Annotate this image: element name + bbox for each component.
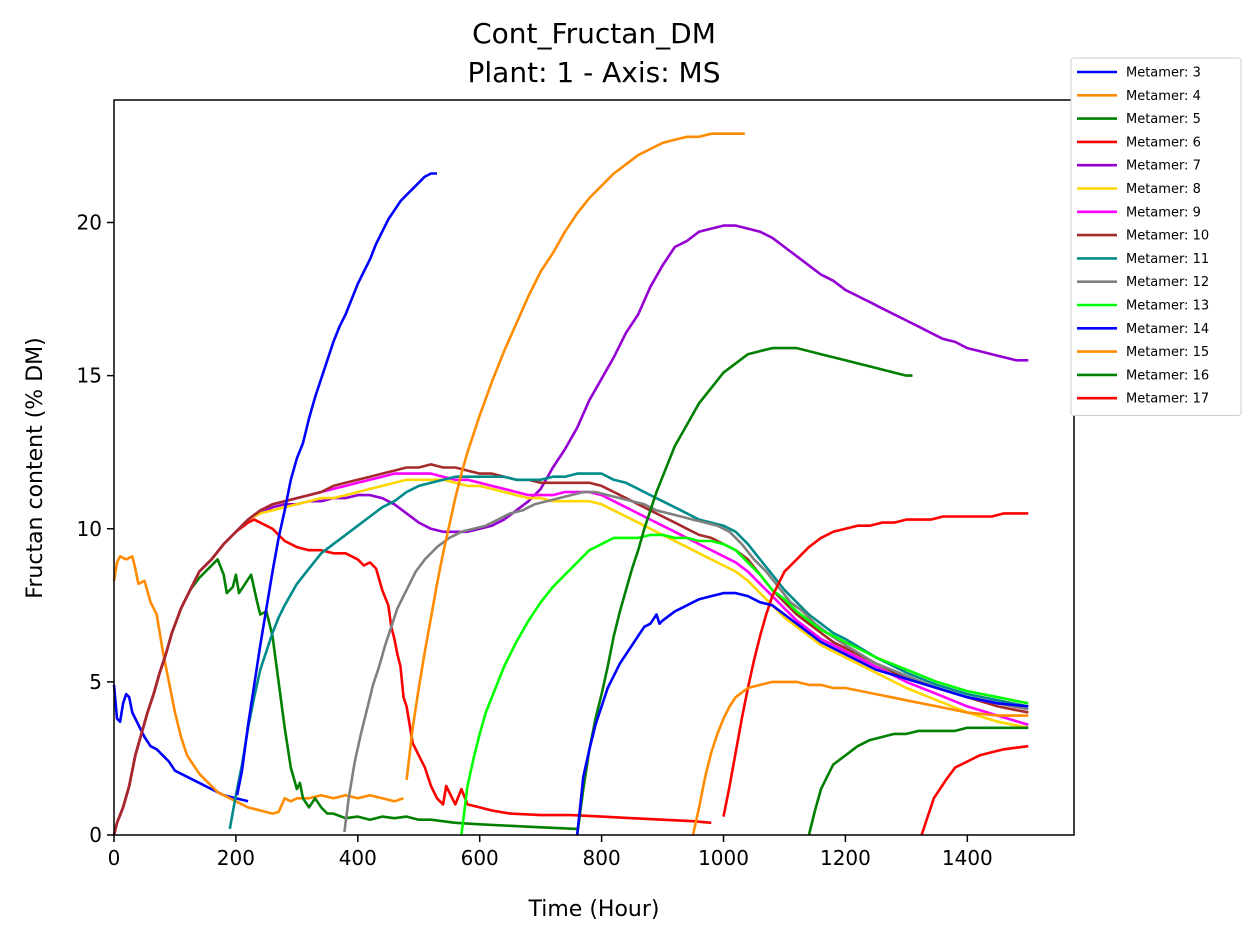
series-line-10 <box>460 533 1029 836</box>
x-axis-label: Time (Hour) <box>528 897 660 922</box>
series-line-0 <box>112 684 249 803</box>
legend-label: Metamer: 11 <box>1126 252 1209 267</box>
plot-frame <box>113 99 1075 836</box>
y-tick-label: 5 <box>89 670 102 694</box>
chart-title: Cont_Fructan_DM <box>472 17 716 50</box>
x-tick-label: 1000 <box>698 846 749 870</box>
y-tick-label: 0 <box>89 823 102 847</box>
series-line-13 <box>575 346 913 836</box>
legend: Metamer: 3 Metamer: 4 Metamer: 5 Metamer: 6… <box>1070 57 1242 416</box>
series-line-14 <box>722 512 1029 817</box>
legend-label: Metamer: 15 <box>1126 345 1209 360</box>
legend-label: Metamer: 4 <box>1126 89 1201 104</box>
legend-label: Metamer: 13 <box>1126 299 1209 314</box>
y-tick-label: 15 <box>77 364 102 388</box>
series-line-16 <box>807 726 1029 836</box>
legend-label: Metamer: 5 <box>1126 112 1201 127</box>
series-line-11 <box>235 172 437 796</box>
series-line-1 <box>112 555 404 815</box>
x-tick-label: 400 <box>339 846 377 870</box>
y-tick-label: 10 <box>77 517 102 541</box>
legend-label: Metamer: 7 <box>1126 159 1201 174</box>
chart-subtitle: Plant: 1 - Axis: MS <box>468 56 721 89</box>
legend-box <box>1070 57 1242 416</box>
series-line-6 <box>112 472 1029 836</box>
legend-label: Metamer: 6 <box>1126 135 1201 150</box>
series-line-8 <box>228 472 1029 830</box>
y-tick-label: 20 <box>77 211 102 235</box>
x-tick-label: 1200 <box>820 846 871 870</box>
legend-label: Metamer: 14 <box>1126 322 1209 337</box>
legend-label: Metamer: 8 <box>1126 182 1201 197</box>
x-tick-label: 800 <box>583 846 621 870</box>
legend-label: Metamer: 16 <box>1126 368 1209 383</box>
legend-label: Metamer: 3 <box>1126 66 1201 81</box>
plot-area <box>112 99 1075 836</box>
legend-label: Metamer: 10 <box>1126 229 1209 244</box>
legend-label: Metamer: 9 <box>1126 205 1201 220</box>
legend-label: Metamer: 12 <box>1126 275 1209 290</box>
y-axis-label: Fructan content (% DM) <box>23 337 48 598</box>
series-line-12 <box>405 132 745 781</box>
x-tick-label: 0 <box>108 846 121 870</box>
series-line-15 <box>691 680 1029 836</box>
series-line-5 <box>112 478 1029 836</box>
series-line-4 <box>112 224 1029 836</box>
y-axis-ticks: 0 5 10 15 20 <box>77 211 114 847</box>
x-tick-label: 200 <box>217 846 255 870</box>
x-tick-label: 1400 <box>942 846 993 870</box>
x-axis-ticks: 0 200 400 600 800 1000 1200 1400 <box>108 835 993 870</box>
x-tick-label: 600 <box>461 846 499 870</box>
series-line-9 <box>343 490 1029 833</box>
series-line-17 <box>920 744 1029 836</box>
series-layer <box>112 132 1029 836</box>
series-line-18 <box>575 591 1029 836</box>
legend-label: Metamer: 17 <box>1126 392 1209 407</box>
